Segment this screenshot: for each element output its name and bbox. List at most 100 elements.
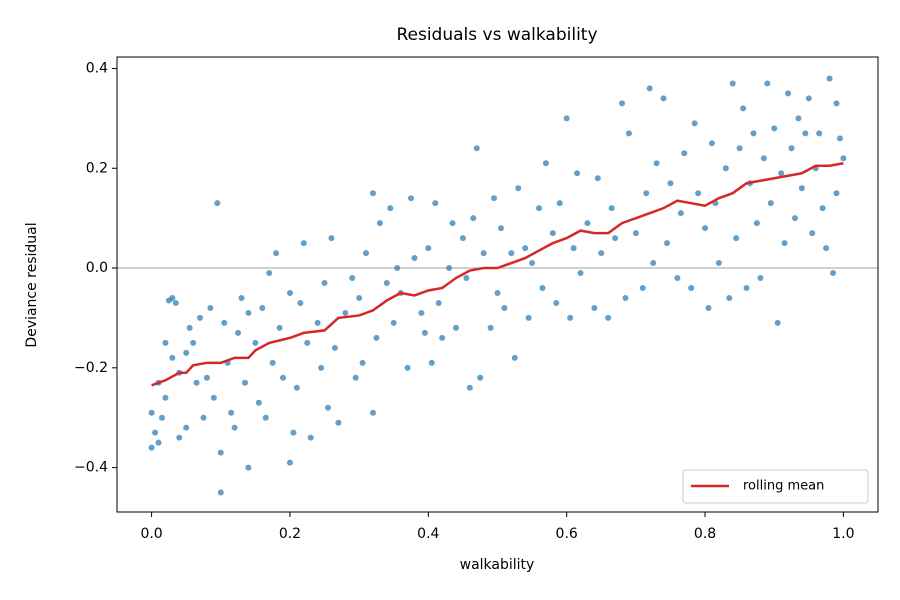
y-tick-label: −0.2: [74, 360, 108, 376]
scatter-point: [674, 275, 681, 282]
scatter-point: [605, 314, 612, 321]
scatter-point: [411, 255, 418, 262]
scatter-point: [577, 270, 584, 277]
scatter-point: [231, 424, 238, 431]
scatter-point: [819, 205, 826, 212]
scatter-point: [293, 384, 300, 391]
scatter-point: [235, 329, 242, 336]
scatter-point: [760, 155, 767, 162]
scatter-point: [307, 434, 314, 441]
scatter-point: [646, 85, 653, 92]
scatter-point: [439, 334, 446, 341]
scatter-point: [833, 190, 840, 197]
scatter-point: [788, 145, 795, 152]
scatter-point: [269, 359, 276, 366]
scatter-point: [432, 200, 439, 207]
scatter-point: [190, 339, 197, 346]
legend-box: [682, 469, 869, 504]
scatter-point: [702, 225, 709, 232]
scatter-point: [529, 260, 536, 267]
scatter-point: [826, 75, 833, 82]
scatter-point: [387, 205, 394, 212]
scatter-point: [487, 324, 494, 331]
scatter-point: [767, 200, 774, 207]
scatter-point: [421, 329, 428, 336]
scatter-point: [404, 364, 411, 371]
scatter-point: [639, 284, 646, 291]
scatter-point: [197, 314, 204, 321]
scatter-point: [452, 324, 459, 331]
scatter-point: [594, 175, 601, 182]
scatter-point: [705, 304, 712, 311]
scatter-point: [722, 165, 729, 172]
scatter-point: [729, 80, 736, 87]
scatter-point: [778, 170, 785, 177]
x-tick-label: 0.8: [694, 526, 716, 542]
y-axis-label: Deviance residual: [24, 222, 40, 347]
scatter-point: [830, 270, 837, 277]
scatter-point: [556, 200, 563, 207]
scatter-point: [169, 294, 176, 301]
scatter-point: [186, 324, 193, 331]
scatter-point: [798, 185, 805, 192]
scatter-point: [286, 459, 293, 466]
scatter-point: [255, 399, 262, 406]
scatter-point: [349, 275, 356, 282]
scatter-point: [816, 130, 823, 137]
scatter-point: [276, 324, 283, 331]
scatter-point: [802, 130, 809, 137]
scatter-point: [158, 414, 165, 421]
scatter-point: [183, 349, 190, 356]
scatter-point: [390, 319, 397, 326]
line-series: [151, 162, 844, 387]
scatter-point: [241, 379, 248, 386]
scatter-point: [809, 230, 816, 237]
scatter-point: [394, 265, 401, 272]
scatter-point: [325, 404, 332, 411]
scatter-point: [733, 235, 740, 242]
scatter-point: [162, 394, 169, 401]
y-tick-label: 0.0: [86, 260, 108, 276]
scatter-point: [622, 294, 629, 301]
scatter-point: [840, 155, 847, 162]
scatter-point: [376, 220, 383, 227]
scatter-point: [266, 270, 273, 277]
scatter-point: [567, 314, 574, 321]
scatter-point: [321, 280, 328, 287]
scatter-point: [508, 250, 515, 257]
scatter-point: [591, 304, 598, 311]
scatter-point: [162, 339, 169, 346]
scatter-point: [740, 105, 747, 112]
x-axis-label: walkability: [460, 557, 535, 573]
scatter-point: [369, 409, 376, 416]
x-tick-label: 0.2: [279, 526, 301, 542]
scatter-point: [823, 245, 830, 252]
scatter-point: [477, 374, 484, 381]
scatter-point: [217, 449, 224, 456]
scatter-point: [836, 135, 843, 142]
scatter-point: [542, 160, 549, 167]
scatter-point: [753, 220, 760, 227]
scatter-point: [833, 100, 840, 107]
scatter-point: [193, 379, 200, 386]
scatter-point: [608, 205, 615, 212]
scatter-point: [525, 314, 532, 321]
scatter-point: [619, 100, 626, 107]
scatter-point: [667, 180, 674, 187]
scatter-point: [791, 215, 798, 222]
x-tick-label: 1.0: [832, 526, 854, 542]
scatter-point: [463, 275, 470, 282]
scatter-point: [176, 434, 183, 441]
scatter-point: [459, 235, 466, 242]
scatter-point: [643, 190, 650, 197]
scatter-point: [245, 464, 252, 471]
scatter-point: [501, 304, 508, 311]
scatter-point: [536, 205, 543, 212]
scatter-point: [155, 439, 162, 446]
scatter-point: [743, 284, 750, 291]
scatter-point: [148, 444, 155, 451]
scatter-point: [473, 145, 480, 152]
scatter-point: [570, 245, 577, 252]
scatter-point: [214, 200, 221, 207]
scatter-point: [781, 240, 788, 247]
